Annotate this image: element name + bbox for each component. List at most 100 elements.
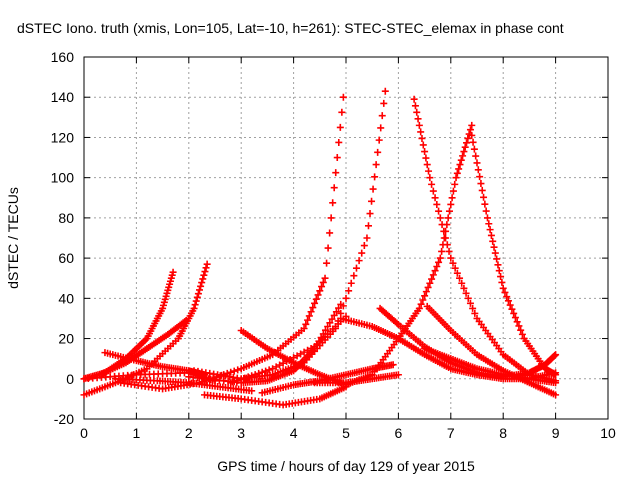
- y-tick-label: 0: [66, 371, 74, 387]
- data-point: [374, 148, 382, 156]
- data-point: [377, 124, 385, 132]
- data-point: [335, 138, 343, 146]
- data-point: [506, 301, 514, 309]
- series-arc-k: [185, 300, 345, 387]
- data-point: [347, 279, 355, 287]
- data-point: [448, 194, 456, 202]
- data-point: [482, 207, 490, 215]
- data-point: [307, 308, 315, 316]
- x-tick-label: 1: [133, 425, 141, 441]
- data-point: [329, 199, 337, 207]
- data-point: [190, 304, 198, 312]
- data-point: [414, 115, 422, 123]
- data-point: [431, 267, 439, 275]
- data-point: [330, 311, 338, 319]
- data-point: [491, 249, 499, 257]
- data-point: [326, 229, 334, 237]
- data-point: [413, 108, 421, 116]
- data-point: [477, 180, 485, 188]
- y-tick-label: 80: [58, 210, 74, 226]
- data-point: [234, 366, 242, 374]
- data-point: [364, 222, 372, 230]
- data-point: [194, 290, 202, 298]
- data-point: [461, 143, 469, 151]
- data-point: [460, 148, 468, 156]
- data-point: [410, 95, 418, 103]
- data-point: [503, 293, 511, 301]
- data-point: [464, 294, 472, 302]
- data-point: [421, 148, 429, 156]
- data-point: [262, 367, 270, 375]
- data-point: [302, 320, 310, 328]
- data-point: [169, 268, 177, 276]
- data-point: [198, 279, 206, 287]
- y-tick-label: 40: [58, 290, 74, 306]
- data-point: [429, 271, 437, 279]
- data-point: [495, 267, 503, 275]
- data-point: [415, 304, 423, 312]
- data-point: [422, 154, 430, 162]
- data-point: [317, 334, 325, 342]
- data-point: [449, 187, 457, 195]
- data-point: [428, 275, 436, 283]
- data-point: [466, 126, 474, 134]
- data-point: [195, 286, 203, 294]
- data-point: [200, 271, 208, 279]
- data-point: [429, 187, 437, 195]
- data-point: [445, 247, 453, 255]
- data-point: [451, 264, 459, 272]
- data-point: [248, 372, 256, 380]
- data-point: [552, 371, 560, 379]
- data-point: [380, 99, 388, 107]
- y-tick-label: -20: [54, 411, 74, 427]
- series-arc-n: [311, 371, 402, 387]
- data-point: [426, 174, 434, 182]
- data-point: [468, 131, 476, 139]
- data-point: [203, 260, 211, 268]
- data-point: [447, 254, 455, 262]
- data-point: [324, 322, 332, 330]
- data-point: [418, 134, 426, 142]
- x-tick-label: 3: [237, 425, 245, 441]
- data-point: [371, 173, 379, 181]
- data-point: [304, 316, 312, 324]
- data-point: [442, 234, 450, 242]
- x-tick-label: 7: [447, 425, 455, 441]
- data-point: [517, 326, 525, 334]
- y-tick-label: 160: [51, 49, 75, 65]
- data-point: [305, 312, 313, 320]
- data-point: [201, 268, 209, 276]
- data-point: [337, 300, 345, 308]
- data-point: [417, 128, 425, 136]
- x-tick-label: 4: [290, 425, 298, 441]
- data-point: [350, 272, 358, 280]
- data-point: [182, 316, 190, 324]
- data-point: [510, 309, 518, 317]
- data-point: [455, 165, 463, 173]
- data-point: [501, 288, 509, 296]
- data-point: [453, 169, 461, 177]
- series-arc-i: [237, 121, 476, 389]
- data-point: [321, 274, 329, 282]
- data-point: [248, 387, 256, 395]
- x-tick-label: 9: [552, 425, 560, 441]
- data-point: [497, 273, 505, 281]
- data-point: [237, 375, 245, 383]
- data-point: [483, 214, 491, 222]
- series-arc-s: [423, 302, 560, 399]
- data-point: [422, 288, 430, 296]
- data-point: [375, 136, 383, 144]
- x-tick-label: 2: [185, 425, 193, 441]
- data-point: [468, 121, 476, 129]
- data-point: [449, 259, 457, 267]
- series-arc-q: [410, 95, 560, 385]
- data-point: [197, 282, 205, 290]
- data-point: [489, 237, 497, 245]
- data-point: [438, 247, 446, 255]
- data-point: [473, 159, 481, 167]
- data-point: [336, 123, 344, 131]
- data-point: [318, 283, 326, 291]
- x-tick-label: 8: [499, 425, 507, 441]
- data-point: [363, 234, 371, 242]
- data-point: [471, 309, 479, 317]
